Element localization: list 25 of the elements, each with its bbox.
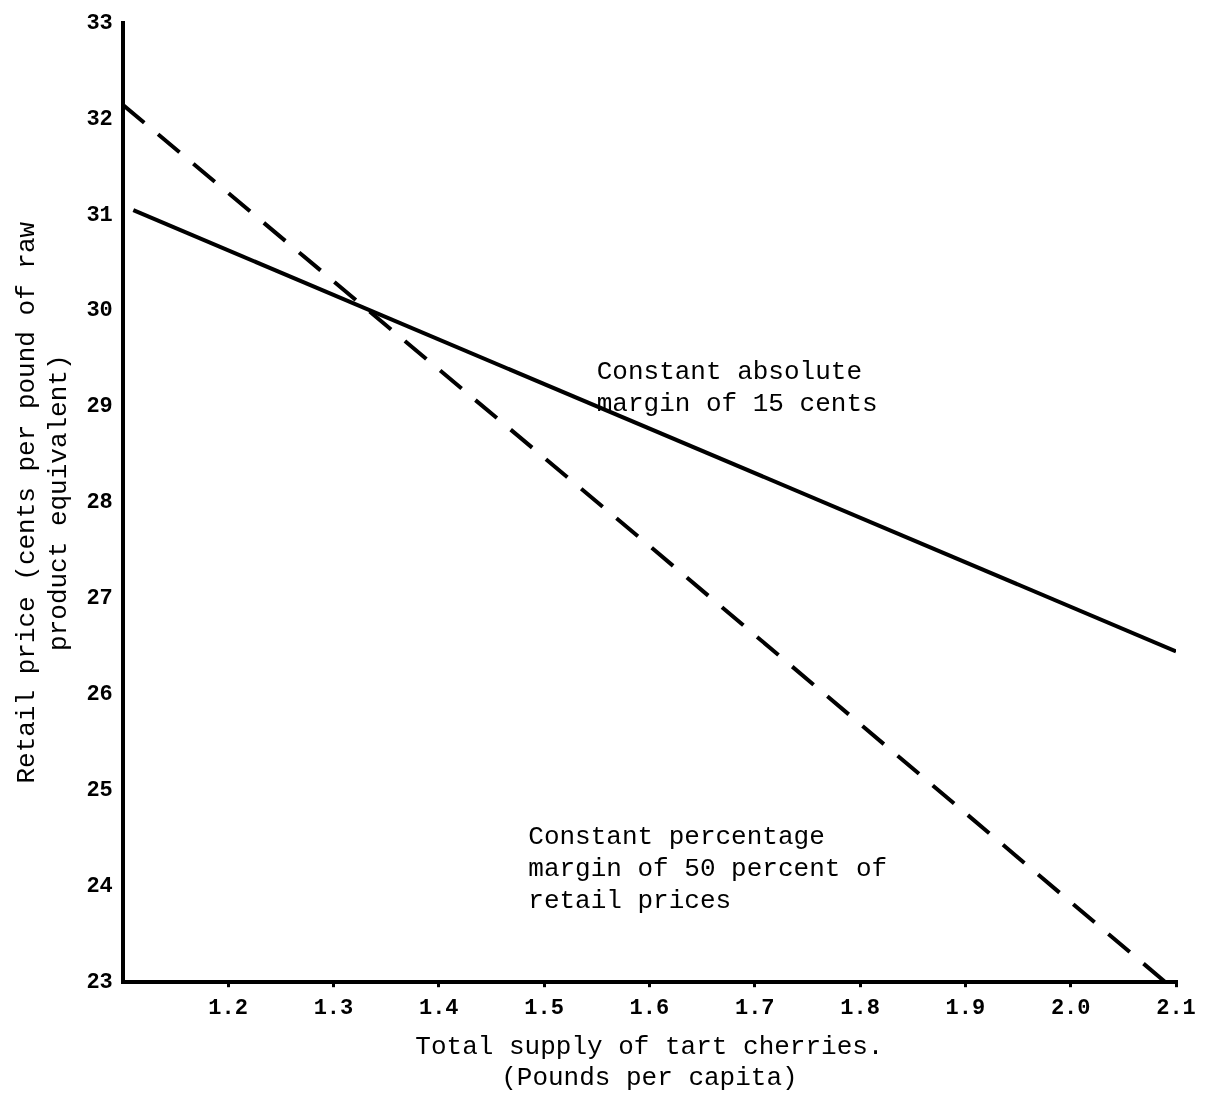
y-tick-label: 24	[86, 873, 113, 899]
x-tick-label: 1.9	[945, 995, 986, 1021]
y-tick-label: 25	[86, 777, 113, 803]
x-tick-label: 1.4	[418, 995, 459, 1021]
y-tick-label: 29	[86, 394, 113, 420]
x-tick-label: 1.2	[208, 995, 248, 1021]
y-tick-label: 33	[86, 10, 113, 36]
y-tick-label: 28	[86, 490, 113, 516]
x-tick-label: 1.7	[734, 995, 775, 1021]
y-tick-label: 26	[86, 682, 113, 708]
x-axis-title: Total supply of tart cherries. (Pounds per capita)	[415, 1032, 884, 1094]
annotation: Constant percentage margin of 50 percent of retail prices	[528, 821, 888, 916]
x-tick-label: 2.1	[1156, 995, 1196, 1021]
y-tick-label: 32	[86, 106, 113, 132]
x-tick-label: 1.6	[629, 995, 670, 1021]
y-tick-label: 30	[86, 298, 113, 324]
x-tick-label: 1.5	[524, 995, 564, 1021]
y-tick-label: 31	[86, 202, 113, 228]
y-tick-label: 27	[86, 586, 113, 612]
x-tick-label: 1.8	[840, 995, 880, 1021]
y-axis-title: Retail price (cents per pound of raw product equivalent)	[12, 221, 74, 784]
x-tick-label: 2.0	[1050, 995, 1091, 1021]
y-tick-label: 23	[86, 969, 113, 995]
annotation: Constant absolute margin of 15 cents	[596, 356, 878, 419]
x-tick-label: 1.3	[313, 995, 354, 1021]
